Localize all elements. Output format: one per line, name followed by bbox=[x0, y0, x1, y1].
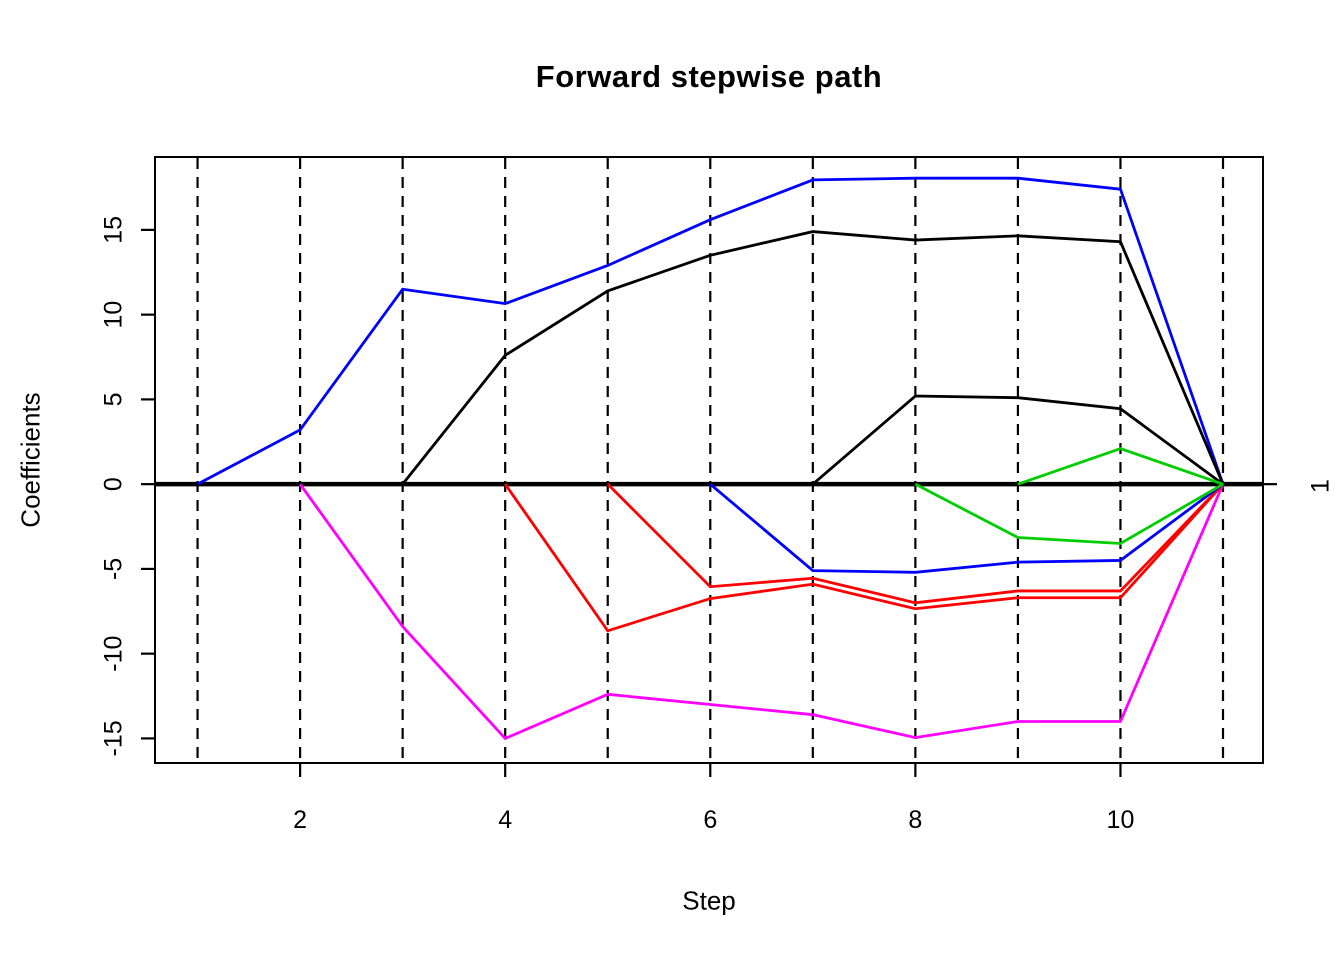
series-coef-red-1 bbox=[504, 483, 1225, 633]
series-coef-green-lower bbox=[914, 482, 1224, 545]
series-coef-black-lower bbox=[811, 394, 1224, 486]
y-axis-label: Coefficients bbox=[15, 392, 46, 528]
right-axis-label: 1 bbox=[1306, 479, 1335, 493]
x-tick-label: 4 bbox=[498, 806, 512, 834]
x-tick-label: 2 bbox=[293, 806, 307, 834]
series-coef-magenta bbox=[298, 483, 1225, 741]
x-tick-label: 6 bbox=[703, 806, 717, 834]
y-tick-label: 0 bbox=[100, 477, 128, 491]
plot-box bbox=[154, 156, 1264, 764]
series-coef-blue-upper bbox=[196, 176, 1225, 486]
series-coef-blue-lower bbox=[709, 483, 1224, 574]
x-tick-label: 10 bbox=[1107, 806, 1135, 834]
series-coef-black-upper bbox=[401, 230, 1225, 486]
x-tick-label: 8 bbox=[908, 806, 922, 834]
x-axis-label: Step bbox=[682, 885, 736, 916]
y-tick-label: -15 bbox=[100, 720, 128, 756]
y-tick-label: 10 bbox=[100, 301, 128, 329]
series-coef-green-upper bbox=[1017, 447, 1224, 486]
y-tick-label: -10 bbox=[100, 636, 128, 672]
y-tick-label: 5 bbox=[100, 392, 128, 406]
chart-title: Forward stepwise path bbox=[535, 59, 883, 94]
y-tick-label: -5 bbox=[100, 558, 128, 580]
y-tick-label: 15 bbox=[100, 216, 128, 244]
series-coef-red-2 bbox=[606, 483, 1225, 605]
